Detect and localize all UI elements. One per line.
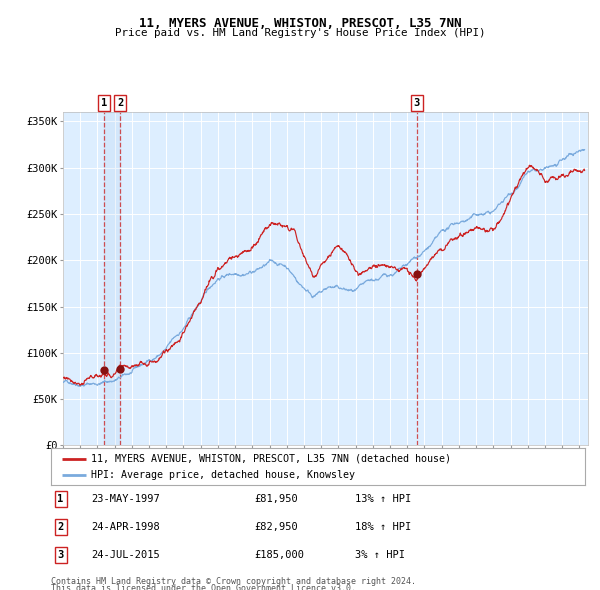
Text: 23-MAY-1997: 23-MAY-1997 [91, 494, 160, 504]
Text: Price paid vs. HM Land Registry's House Price Index (HPI): Price paid vs. HM Land Registry's House … [115, 28, 485, 38]
Text: £81,950: £81,950 [254, 494, 298, 504]
Text: 3: 3 [58, 550, 64, 560]
Text: 24-JUL-2015: 24-JUL-2015 [91, 550, 160, 560]
Text: £82,950: £82,950 [254, 522, 298, 532]
Text: 2: 2 [117, 98, 123, 108]
Text: 1: 1 [58, 494, 64, 504]
Text: 2: 2 [58, 522, 64, 532]
Text: 3: 3 [414, 98, 420, 108]
Text: 13% ↑ HPI: 13% ↑ HPI [355, 494, 412, 504]
Text: 1: 1 [101, 98, 107, 108]
Text: 11, MYERS AVENUE, WHISTON, PRESCOT, L35 7NN (detached house): 11, MYERS AVENUE, WHISTON, PRESCOT, L35 … [91, 454, 451, 464]
Text: This data is licensed under the Open Government Licence v3.0.: This data is licensed under the Open Gov… [51, 584, 356, 590]
Text: HPI: Average price, detached house, Knowsley: HPI: Average price, detached house, Know… [91, 470, 355, 480]
Text: 24-APR-1998: 24-APR-1998 [91, 522, 160, 532]
Bar [104, 112, 120, 445]
Text: £185,000: £185,000 [254, 550, 304, 560]
Text: 3% ↑ HPI: 3% ↑ HPI [355, 550, 406, 560]
Text: 18% ↑ HPI: 18% ↑ HPI [355, 522, 412, 532]
Text: 11, MYERS AVENUE, WHISTON, PRESCOT, L35 7NN: 11, MYERS AVENUE, WHISTON, PRESCOT, L35 … [139, 17, 461, 30]
Text: Contains HM Land Registry data © Crown copyright and database right 2024.: Contains HM Land Registry data © Crown c… [51, 577, 416, 586]
